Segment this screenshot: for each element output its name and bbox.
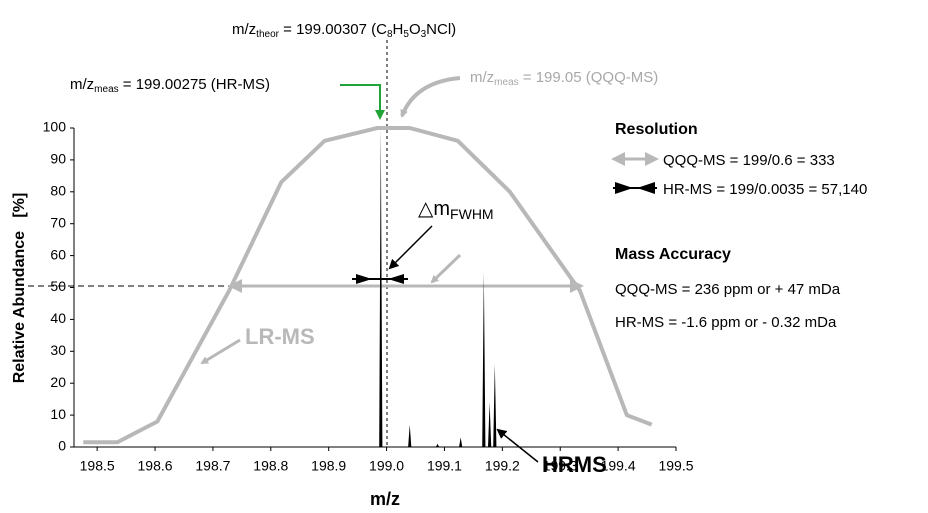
- subscript: meas: [494, 77, 518, 88]
- resolution-heading: Resolution: [615, 121, 698, 138]
- x-tick-label: 198.8: [253, 458, 288, 474]
- subscript: theor: [256, 29, 279, 40]
- annotation-text: = 199.05 (QQQ-MS): [519, 69, 659, 86]
- x-tick-label: 199.2: [485, 458, 520, 474]
- x-tick-label: 199.3: [543, 458, 578, 474]
- annotation: △mFWHM: [418, 198, 494, 221]
- y-tick-label: 10: [50, 406, 66, 422]
- fwhm-pointer-gray: [430, 253, 462, 284]
- y-tick-label: 20: [50, 374, 66, 390]
- x-tick-label: 199.5: [658, 458, 693, 474]
- y-tick-label: 70: [50, 214, 66, 230]
- y-tick-label: 60: [50, 246, 66, 262]
- annotation: m/zmeas = 199.00275 (HR-MS): [70, 76, 270, 95]
- annotation-text: H: [393, 21, 404, 38]
- lr-ms-curve: [83, 126, 653, 445]
- annotation-text: = 199.00307 (C: [279, 21, 387, 38]
- hrms-pointer: [496, 428, 539, 463]
- subscript: meas: [94, 84, 118, 95]
- x-tick-label: 198.7: [195, 458, 230, 474]
- accuracy-row: QQQ-MS = 236 ppm or + 47 mDa: [615, 281, 841, 298]
- annotation-text: = 199.00275 (HR-MS): [119, 76, 270, 93]
- accuracy-heading: Mass Accuracy: [615, 246, 731, 263]
- annotation-text: NCl): [426, 21, 456, 38]
- x-tick-label: 198.5: [80, 458, 115, 474]
- x-tick-label: 199.0: [369, 458, 404, 474]
- annotation-text: m/z: [470, 69, 494, 86]
- subscript: 3: [421, 29, 427, 40]
- peak: [493, 364, 497, 447]
- series-label: HRMS: [542, 452, 607, 477]
- y-tick-label: 80: [50, 183, 66, 199]
- subscript: 5: [403, 29, 409, 40]
- peak: [459, 437, 463, 447]
- fwhm-pointer: [388, 225, 433, 270]
- annotation-text: △m: [418, 198, 450, 220]
- y-tick-label: 100: [43, 119, 67, 135]
- y-tick-label: 40: [50, 310, 66, 326]
- subscript: 8: [387, 29, 393, 40]
- lr-pointer: [200, 338, 241, 365]
- peak: [482, 271, 486, 447]
- y-axis-label: Relative Abundance [%]: [11, 193, 28, 384]
- x-tick-label: 199.4: [601, 458, 636, 474]
- x-axis-label: m/z: [370, 489, 400, 509]
- peak: [379, 128, 383, 447]
- x-tick-label: 198.6: [138, 458, 173, 474]
- meas-hr-arrow: [340, 84, 385, 120]
- y-tick-label: 30: [50, 342, 66, 358]
- annotation: m/zmeas = 199.05 (QQQ-MS): [470, 69, 658, 88]
- y-tick-label: 90: [50, 151, 66, 167]
- y-tick-label: 50: [50, 278, 66, 294]
- peak: [435, 443, 440, 447]
- subscript: FWHM: [450, 206, 494, 222]
- annotation: m/ztheor = 199.00307 (C8H5O3NCl): [232, 21, 456, 40]
- x-tick-label: 198.9: [311, 458, 346, 474]
- annotation-text: m/z: [232, 21, 256, 38]
- y-tick-label: 0: [58, 438, 66, 454]
- annotation-text: m/z: [70, 76, 94, 93]
- peak: [408, 424, 412, 447]
- resolution-row: HR-MS = 199/0.0035 = 57,140: [663, 181, 867, 198]
- peak: [488, 402, 492, 447]
- x-tick-label: 199.1: [427, 458, 462, 474]
- series-label: LR-MS: [245, 324, 315, 349]
- meas-qqq-arrow: [400, 76, 461, 118]
- accuracy-row: HR-MS = -1.6 ppm or - 0.32 mDa: [615, 314, 837, 331]
- resolution-row: QQQ-MS = 199/0.6 = 333: [663, 152, 835, 169]
- annotation-text: O: [409, 21, 421, 38]
